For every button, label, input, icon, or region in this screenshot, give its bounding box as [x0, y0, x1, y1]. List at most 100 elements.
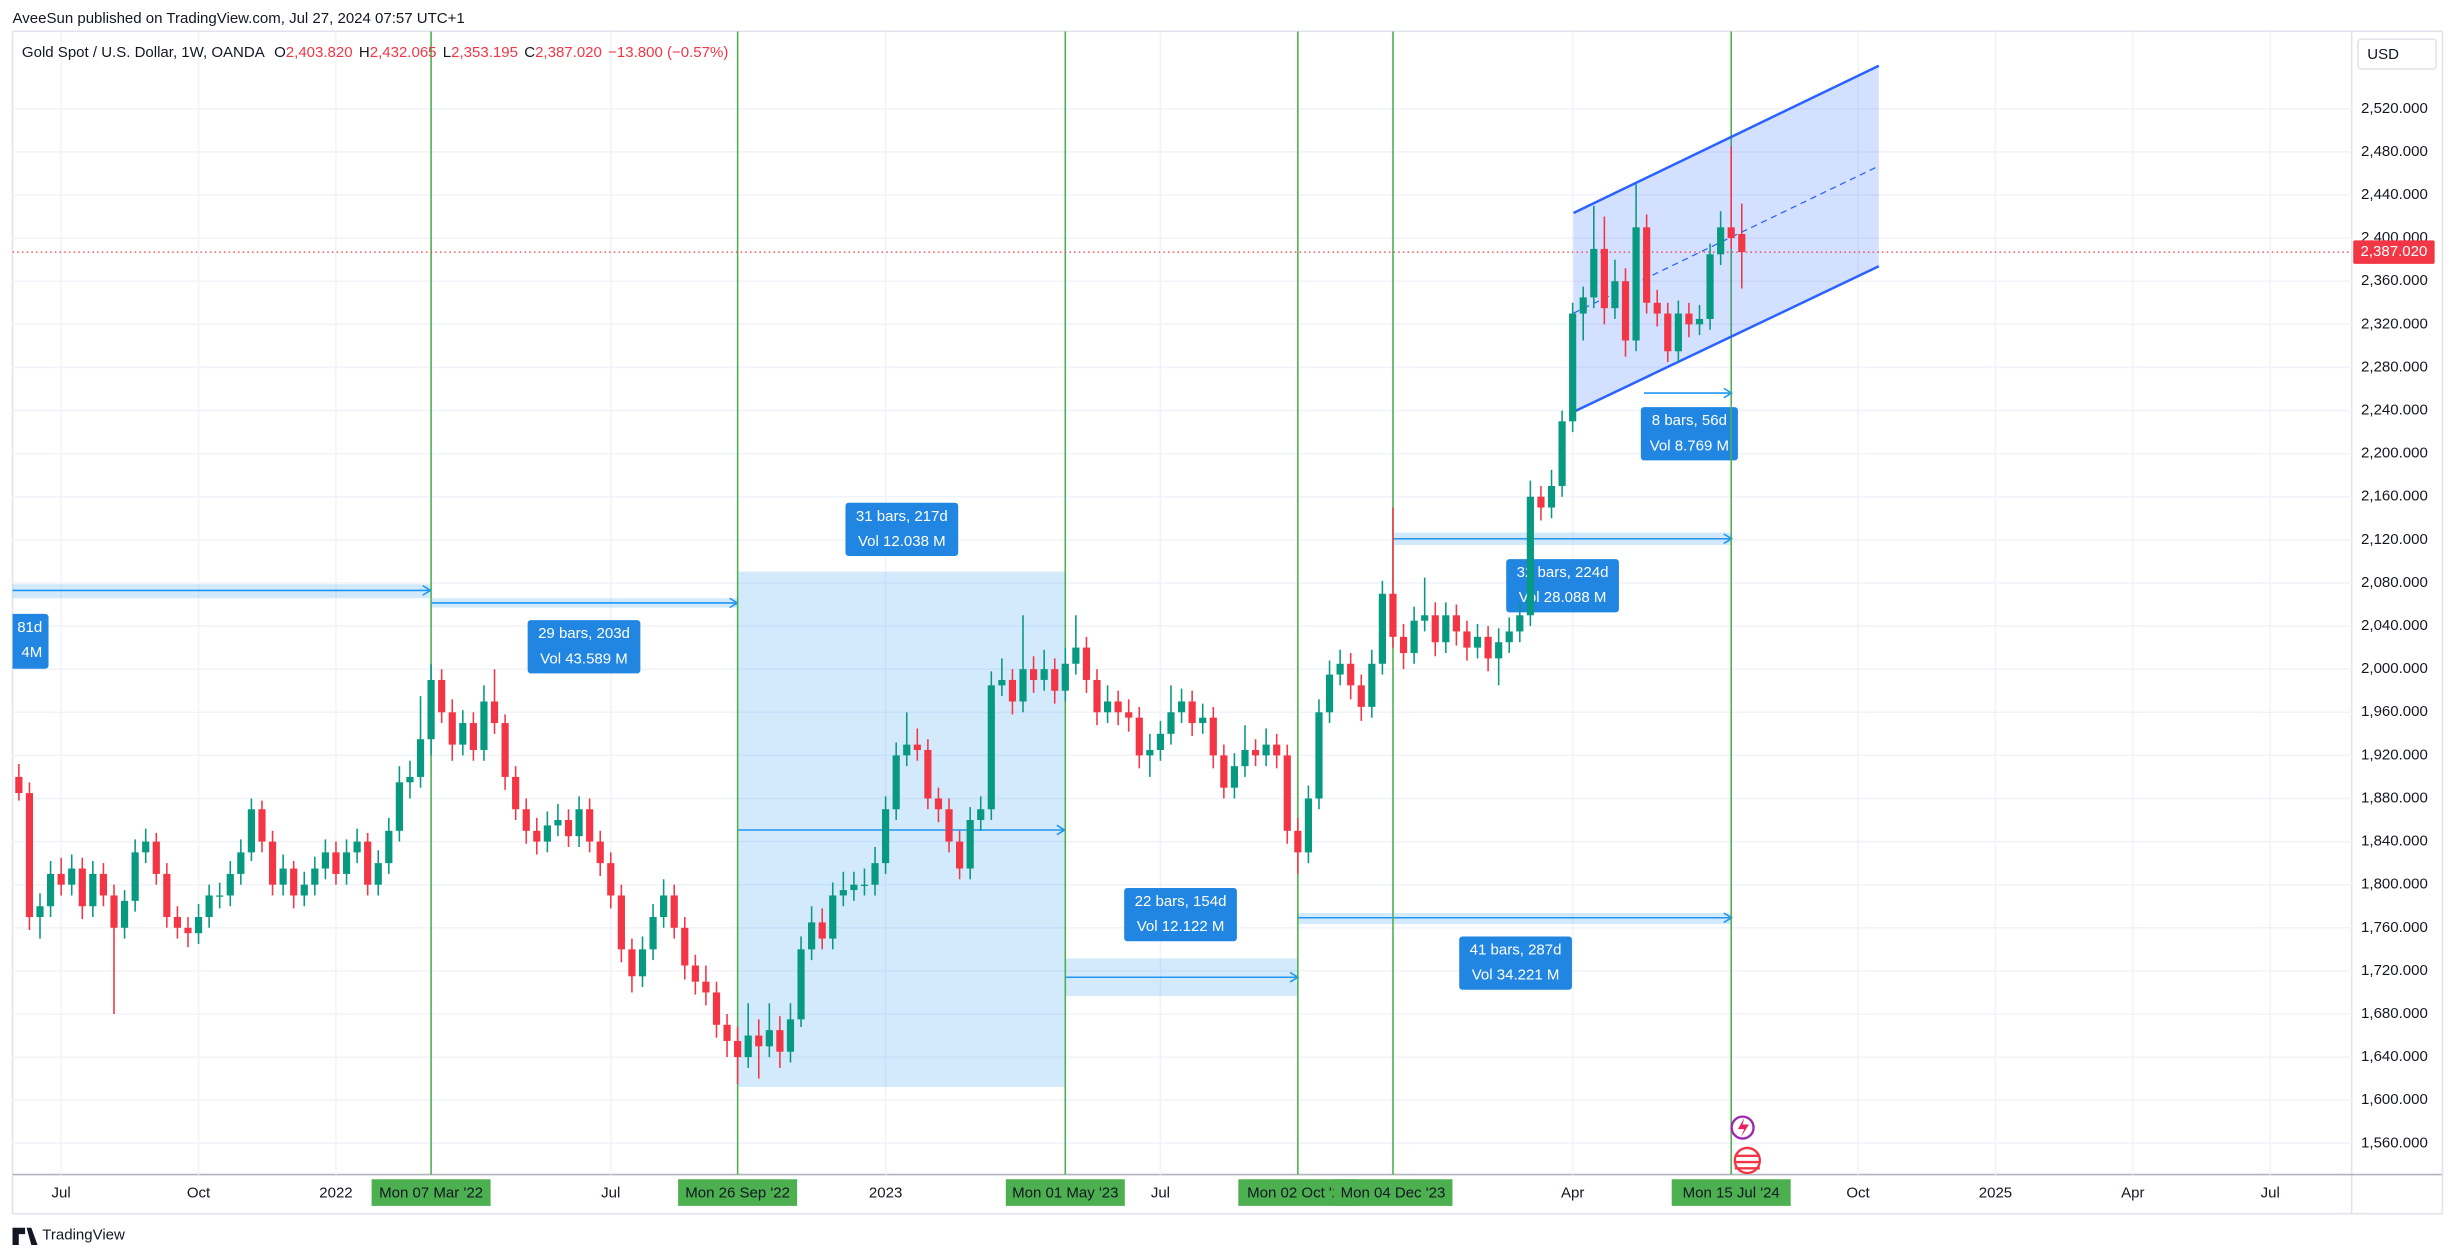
channel-line — [1572, 64, 1880, 215]
y-tick-label: 1,600.000 — [2361, 1091, 2428, 1108]
y-tick-label: 1,920.000 — [2361, 746, 2428, 763]
x-tick-label: Apr — [2121, 1184, 2144, 1201]
candle-body — [448, 712, 456, 745]
candle-body — [490, 701, 499, 724]
candle-body — [934, 798, 943, 810]
candle-body — [68, 868, 76, 885]
currency: USD — [2367, 46, 2399, 63]
event-icons[interactable] — [1730, 1115, 1762, 1175]
candle-body — [15, 776, 23, 794]
legend-value: 2,353.195 — [451, 44, 518, 61]
candle-body — [628, 949, 636, 977]
date-marker-label: Mon 01 May '23 — [1012, 1184, 1118, 1201]
y-tick-label: 2,440.000 — [2361, 186, 2428, 203]
candle-body — [1156, 733, 1165, 750]
candle-body — [1072, 647, 1080, 664]
date-marker-label: Mon 02 Oct '23 — [1247, 1184, 1348, 1201]
y-tick-label: 2,240.000 — [2361, 402, 2428, 419]
candle-body — [406, 776, 414, 783]
measure-label: 32 bars, 224d — [1517, 564, 1609, 581]
y-tick-label: 1,880.000 — [2361, 789, 2428, 806]
candle-body — [374, 863, 382, 885]
candle-body — [681, 927, 689, 966]
candle-body — [1526, 496, 1534, 616]
y-tick-label: 2,200.000 — [2361, 445, 2428, 462]
candle-body — [818, 922, 826, 939]
legend: Gold Spot / U.S. Dollar, 1W, OANDA O2,403… — [22, 44, 728, 61]
brand: TradingView — [42, 1227, 125, 1244]
y-tick-label: 2,040.000 — [2361, 617, 2428, 634]
measure-label: 22 bars, 154d — [1135, 893, 1227, 910]
footer: TradingView — [12, 1227, 125, 1246]
candle-body — [1357, 685, 1365, 707]
y-tick-label: 2,520.000 — [2361, 100, 2428, 117]
candle-body — [913, 744, 921, 750]
candle-body — [1125, 712, 1133, 718]
legend-key: C — [524, 44, 535, 61]
measure-label: 31 bars, 217d — [856, 508, 948, 525]
date-marker-tag — [1671, 1179, 1791, 1206]
candle-body — [78, 868, 86, 907]
candle-body — [1177, 701, 1186, 713]
candle-body — [1410, 620, 1418, 654]
candle-body — [1315, 712, 1323, 799]
candle-body — [1484, 636, 1492, 659]
grid — [12, 31, 2352, 1175]
candle-body — [702, 981, 710, 993]
candle-body — [184, 927, 192, 934]
candle-body — [290, 868, 298, 896]
measurements: 81d 4M 29 bars, 203d Vol 43.589 M 31 bars, 2… — [12, 387, 1738, 1087]
candle-body — [332, 852, 340, 874]
x-tick-label: Jul — [2261, 1184, 2280, 1201]
candle-body — [300, 884, 308, 896]
legend-change: −13.800 (−0.57%) — [608, 44, 728, 61]
y-tick-label: 2,360.000 — [2361, 272, 2428, 289]
candle-body — [945, 809, 953, 842]
candle-body — [1336, 663, 1344, 675]
y-tick-label: 2,480.000 — [2361, 143, 2428, 160]
event-icon[interactable] — [1733, 1146, 1762, 1175]
candle-body — [1643, 227, 1651, 303]
x-tick-label: 2023 — [869, 1184, 902, 1201]
candle-body — [205, 895, 213, 918]
candle-body — [660, 895, 668, 918]
measure-label: 81d — [17, 619, 42, 636]
candle-body — [226, 873, 234, 896]
currency-box[interactable] — [2357, 38, 2437, 70]
candle-body — [1325, 674, 1334, 713]
candle-body — [142, 841, 150, 853]
x-tick-label: Jul — [601, 1184, 620, 1201]
candle-body — [247, 809, 256, 853]
candle-body — [1304, 798, 1313, 853]
candle-body — [755, 1035, 763, 1047]
candle-body — [1547, 485, 1556, 508]
candle-body — [1061, 663, 1069, 691]
event-icon-glyph — [1734, 1154, 1760, 1170]
x-tick-label: Oct — [1846, 1184, 1870, 1201]
candle-body — [1717, 227, 1725, 255]
candle-body — [163, 873, 171, 918]
candle-body — [1664, 313, 1672, 352]
candle-body — [1442, 615, 1450, 643]
date-marker-tag — [371, 1179, 491, 1206]
y-tick-label: 2,000.000 — [2361, 660, 2428, 677]
candle-body — [131, 852, 139, 901]
candle-body — [258, 809, 266, 842]
measure-label-box — [1124, 887, 1237, 942]
candle-body — [977, 809, 985, 821]
date-marker-label: Mon 15 Jul '24 — [1683, 1184, 1780, 1201]
candle-body — [691, 965, 699, 982]
candle-body — [1706, 254, 1714, 319]
candle-body — [1146, 749, 1154, 756]
date-marker-label: Mon 04 Dec '23 — [1341, 1184, 1446, 1201]
candle-body — [1209, 717, 1217, 756]
candle-body — [501, 723, 509, 777]
candle-body — [1167, 712, 1175, 734]
candle-body — [311, 868, 319, 885]
candle-body — [638, 949, 647, 977]
y-tick-label: 2,120.000 — [2361, 531, 2428, 548]
candle-body — [1695, 318, 1704, 325]
candle-body — [1230, 766, 1239, 788]
candle-body — [1685, 313, 1693, 325]
